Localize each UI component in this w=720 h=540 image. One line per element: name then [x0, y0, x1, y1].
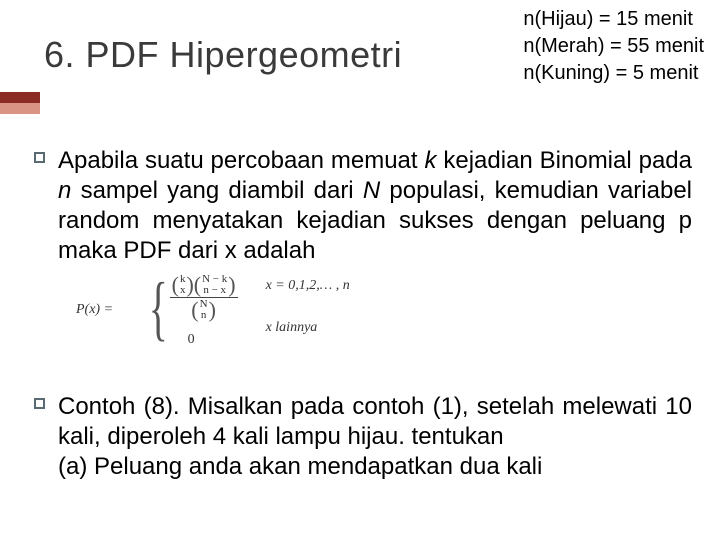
paragraph-example: Contoh (8). Misalkan pada contoh (1), se…: [28, 392, 692, 482]
case-zero: 0: [170, 332, 238, 348]
accent-stripe: [0, 92, 40, 114]
pdf-formula: P(x) = { (kx)(N − kn − x) (Nn) 0: [76, 272, 692, 350]
formula-cases: { (kx)(N − kn − x) (Nn) 0: [141, 272, 238, 350]
timing-notes: n(Hijau) = 15 menit n(Merah) = 55 menit …: [523, 6, 704, 87]
header: 6. PDF Hipergeometri n(Hijau) = 15 menit…: [0, 0, 720, 116]
domain-line: x = 0,1,2,… , n: [266, 278, 350, 294]
bullet-icon: [28, 146, 58, 266]
example-sub-a: (a) Peluang anda akan mendapatkan dua ka…: [58, 452, 692, 482]
slide-body: Apabila suatu percobaan memuat k kejadia…: [0, 116, 720, 482]
slide-title: 6. PDF Hipergeometri: [44, 34, 402, 76]
otherwise-line: x lainnya: [266, 320, 350, 336]
example-text: Contoh (8). Misalkan pada contoh (1), se…: [58, 392, 692, 482]
formula-lhs: P(x) =: [76, 272, 113, 318]
note-hijau: n(Hijau) = 15 menit: [523, 6, 704, 33]
formula-domain: x = 0,1,2,… , n x lainnya: [266, 272, 350, 336]
note-kuning: n(Kuning) = 5 menit: [523, 60, 704, 87]
paragraph-text: Apabila suatu percobaan memuat k kejadia…: [58, 146, 692, 266]
note-merah: n(Merah) = 55 menit: [523, 33, 704, 60]
bullet-icon: [28, 392, 58, 482]
paragraph-definition: Apabila suatu percobaan memuat k kejadia…: [28, 146, 692, 266]
case-main: (kx)(N − kn − x) (Nn): [170, 274, 238, 321]
